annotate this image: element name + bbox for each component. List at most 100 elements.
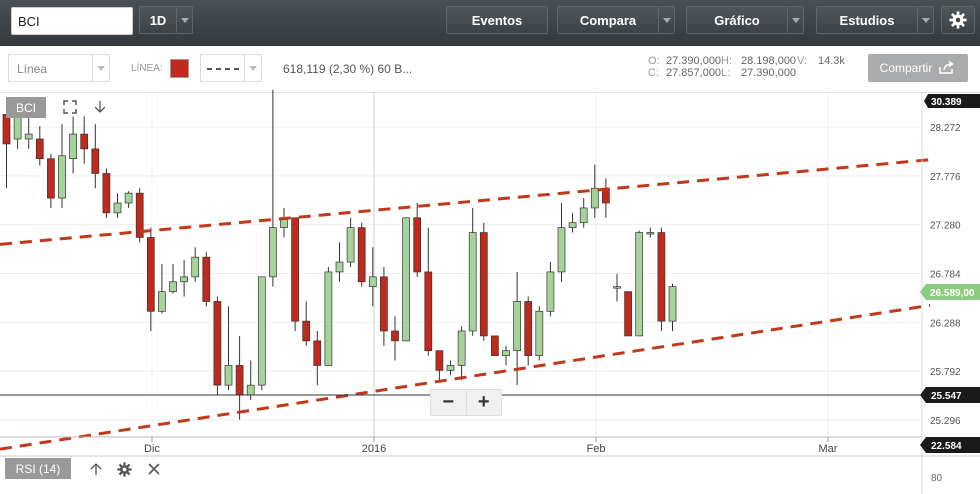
settings-button[interactable]	[941, 6, 975, 34]
candle[interactable]	[524, 296, 533, 366]
rsi-close-button[interactable]	[146, 461, 162, 477]
fullscreen-button[interactable]	[62, 99, 78, 115]
candle[interactable]	[657, 227, 666, 331]
candle-body	[257, 276, 266, 386]
rsi-settings-button[interactable]	[116, 461, 132, 477]
chart-style-select[interactable]: Línea	[8, 54, 110, 82]
trend-line[interactable]	[0, 303, 931, 451]
line-color-swatch[interactable]	[170, 59, 189, 78]
candle-body	[557, 227, 566, 273]
symbol-tag[interactable]: BCI	[6, 97, 46, 118]
candle-body	[169, 281, 177, 292]
line-style-select[interactable]	[200, 54, 262, 82]
candle[interactable]	[546, 262, 555, 317]
candle[interactable]	[191, 247, 200, 282]
candle[interactable]	[624, 291, 632, 337]
candle[interactable]	[579, 198, 588, 228]
share-label: Compartir	[879, 61, 933, 75]
candle[interactable]	[235, 335, 244, 420]
candle[interactable]	[313, 330, 322, 386]
candle[interactable]	[535, 306, 544, 361]
candle[interactable]	[113, 193, 122, 218]
download-button[interactable]	[92, 99, 108, 115]
candle[interactable]	[24, 116, 33, 149]
candle[interactable]	[635, 230, 644, 337]
candle[interactable]	[58, 124, 66, 208]
compare-button[interactable]: Compara	[557, 6, 659, 34]
candle[interactable]	[446, 360, 455, 376]
symbol-input[interactable]: BCI	[11, 7, 133, 35]
candle[interactable]	[124, 191, 133, 208]
candle-body	[302, 320, 311, 342]
candle[interactable]	[246, 360, 255, 400]
candle[interactable]	[224, 306, 233, 391]
candle[interactable]	[102, 168, 111, 218]
candle[interactable]	[424, 227, 433, 356]
period-button[interactable]: 1D	[139, 6, 177, 34]
trend-line[interactable]	[0, 158, 931, 246]
candle[interactable]	[291, 217, 299, 331]
candle-body	[491, 335, 499, 356]
top-price-tag: 30.389	[924, 94, 980, 108]
candle-body	[191, 256, 200, 278]
candle[interactable]	[491, 335, 499, 356]
candle[interactable]	[557, 203, 566, 282]
studies-button[interactable]: Estudios	[816, 6, 918, 34]
current-price-tag-text: 26.589,00	[930, 288, 975, 299]
candle[interactable]	[380, 267, 388, 346]
candle[interactable]	[146, 227, 155, 331]
chart-type-button[interactable]: Gráfico	[686, 6, 788, 34]
candle-body	[424, 271, 433, 352]
candle[interactable]	[69, 116, 77, 174]
events-button[interactable]: Eventos	[446, 6, 548, 34]
chart-type-dropdown[interactable]	[788, 6, 804, 34]
candle[interactable]	[35, 126, 44, 166]
candle[interactable]	[613, 273, 621, 302]
candle[interactable]	[2, 114, 11, 189]
date-axis-label: Mar	[819, 443, 838, 455]
candle[interactable]	[668, 283, 677, 331]
candle[interactable]	[568, 212, 577, 233]
candle[interactable]	[202, 252, 211, 307]
candle[interactable]	[213, 296, 222, 395]
candle[interactable]	[346, 217, 355, 268]
candle[interactable]	[479, 222, 488, 341]
compare-dropdown[interactable]	[659, 6, 675, 34]
candle[interactable]	[80, 116, 89, 164]
candle[interactable]	[169, 264, 177, 294]
volume-label: V:	[797, 55, 807, 67]
candle[interactable]	[646, 227, 655, 238]
candle[interactable]	[413, 203, 422, 277]
candle[interactable]	[47, 153, 55, 208]
studies-dropdown[interactable]	[918, 6, 934, 34]
candle-body	[158, 291, 166, 312]
candle[interactable]	[335, 242, 344, 282]
candle[interactable]	[158, 264, 166, 314]
candle[interactable]	[590, 164, 599, 218]
period-dropdown[interactable]	[177, 6, 193, 34]
candle[interactable]	[513, 271, 521, 386]
candle[interactable]	[457, 326, 466, 381]
candle[interactable]	[502, 345, 510, 366]
candle[interactable]	[280, 207, 288, 238]
candle[interactable]	[257, 276, 266, 391]
candle[interactable]	[368, 247, 377, 307]
zoom-out-button[interactable]: −	[442, 391, 455, 413]
candle[interactable]	[269, 89, 277, 287]
candle[interactable]	[391, 316, 399, 361]
candle[interactable]	[302, 301, 311, 346]
candle[interactable]	[357, 222, 366, 287]
share-button[interactable]: Compartir	[868, 54, 968, 82]
candle[interactable]	[324, 267, 333, 366]
rsi-tag[interactable]: RSI (14)	[5, 458, 71, 479]
candle[interactable]	[468, 207, 477, 336]
candle[interactable]	[91, 124, 100, 189]
candle[interactable]	[180, 260, 188, 297]
candle[interactable]	[402, 217, 410, 342]
candle[interactable]	[435, 350, 444, 381]
zoom-in-button[interactable]: +	[465, 390, 502, 415]
candle[interactable]	[602, 178, 610, 218]
candle[interactable]	[135, 188, 144, 243]
rsi-move-up-button[interactable]	[88, 461, 104, 477]
